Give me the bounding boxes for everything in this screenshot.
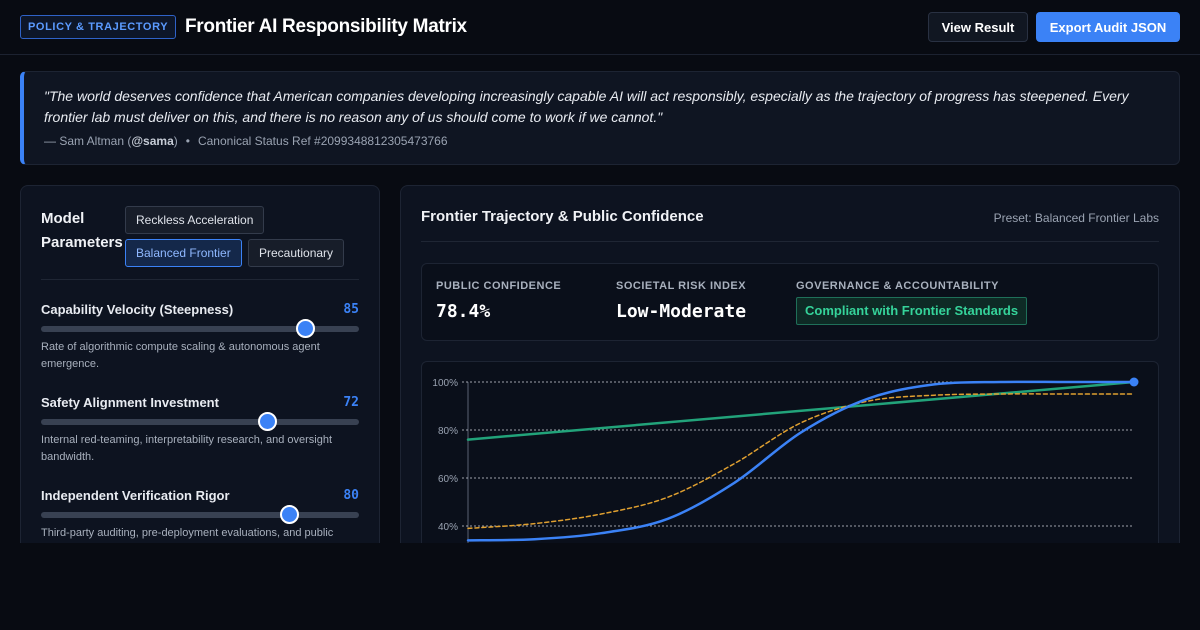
y-tick-label: 100% [432, 378, 458, 389]
quote-text: "The world deserves confidence that Amer… [44, 88, 1129, 125]
metric-value: 78.4% [436, 301, 491, 322]
divider [421, 241, 1159, 242]
param-verification-rigor: Independent Verification Rigor 80 Third-… [41, 488, 359, 539]
param-value: 80 [343, 488, 359, 503]
author-handle: @sama [131, 134, 174, 148]
param-label: Capability Velocity (Steepness) [41, 302, 234, 317]
y-tick-label: 60% [438, 474, 458, 485]
metrics-card: PUBLIC CONFIDENCE 78.4% SOCIETAL RISK IN… [421, 263, 1159, 341]
metric-label: PUBLIC CONFIDENCE [436, 280, 562, 292]
governance-metric: GOVERNANCE & ACCOUNTABILITY Compliant wi… [796, 280, 1028, 325]
author-prefix: — Sam Altman ( [44, 134, 132, 148]
export-audit-json-button[interactable]: Export Audit JSON [1036, 12, 1180, 42]
separator-dot: • [185, 134, 190, 148]
capability-end-point [1129, 377, 1139, 387]
page-bottom [0, 543, 1200, 630]
metric-value: Low-Moderate [616, 301, 747, 322]
safety-alignment-slider[interactable] [41, 412, 359, 431]
public-confidence-metric: PUBLIC CONFIDENCE 78.4% [436, 280, 561, 322]
confidence-series-line [466, 380, 1136, 441]
governance-status-badge: Compliant with Frontier Standards [796, 297, 1028, 325]
preset-precautionary-button[interactable]: Precautionary [248, 239, 345, 267]
y-tick-label: 40% [438, 522, 458, 533]
param-capability-velocity: Capability Velocity (Steepness) 85 Rate … [41, 302, 359, 370]
metric-label: SOCIETAL RISK INDEX [616, 280, 747, 292]
app-header: POLICY & TRAJECTORY Frontier AI Responsi… [0, 0, 1200, 55]
status-ref: Canonical Status Ref #209934881230547376… [197, 134, 448, 148]
param-description: Internal red-teaming, interpretability r… [41, 434, 333, 463]
section-badge: POLICY & TRAJECTORY [20, 15, 177, 39]
preset-balanced-frontier-button[interactable]: Balanced Frontier [125, 239, 242, 267]
active-preset-label: Preset: Balanced Frontier Labs [993, 211, 1159, 225]
metric-label: GOVERNANCE & ACCOUNTABILITY [796, 280, 999, 292]
chart-panel-title: Frontier Trajectory & Public Confidence [421, 208, 704, 225]
model-parameters-panel: Model Parameters Reckless Acceleration B… [20, 185, 380, 565]
author-suffix: ) [173, 134, 178, 148]
capability-series-line [466, 380, 1136, 542]
preset-reckless-acceleration-button[interactable]: Reckless Acceleration [125, 206, 265, 234]
divider [41, 279, 359, 280]
capability-velocity-slider[interactable] [41, 319, 359, 338]
panel-title: Model Parameters [41, 210, 123, 251]
param-value: 85 [343, 302, 359, 317]
trajectory-panel: Frontier Trajectory & Public Confidence … [400, 185, 1180, 581]
param-value: 72 [343, 395, 359, 410]
quote-card: "The world deserves confidence that Amer… [20, 71, 1180, 165]
slider-thumb[interactable] [295, 319, 315, 338]
slider-thumb[interactable] [280, 505, 300, 524]
y-tick-label: 80% [438, 426, 458, 437]
societal-risk-metric: SOCIETAL RISK INDEX Low-Moderate [616, 280, 746, 322]
param-description: Third-party auditing, pre-deployment eva… [41, 527, 334, 539]
quote-attribution: — Sam Altman (@sama) • Canonical Status Re… [44, 134, 448, 148]
safety-series-line [467, 393, 1135, 530]
param-label: Independent Verification Rigor [41, 488, 230, 503]
param-label: Safety Alignment Investment [41, 395, 219, 410]
param-safety-alignment: Safety Alignment Investment 72 Internal … [41, 395, 359, 463]
slider-thumb[interactable] [257, 412, 277, 431]
view-result-button[interactable]: View Result [928, 12, 1028, 42]
param-description: Rate of algorithmic compute scaling & au… [41, 341, 320, 370]
page-title: Frontier AI Responsibility Matrix [185, 16, 467, 37]
verification-rigor-slider[interactable] [41, 505, 359, 524]
